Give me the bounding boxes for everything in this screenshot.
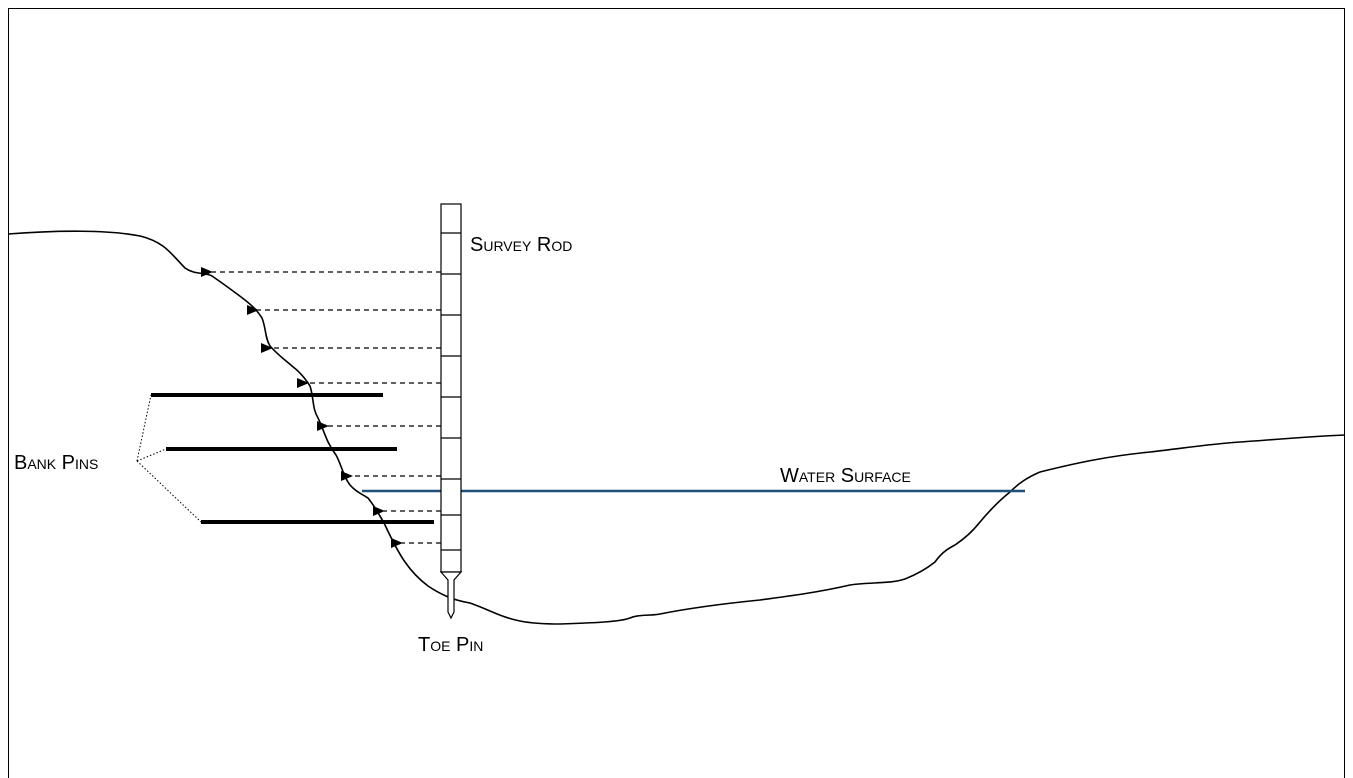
bank-pins-label: Bank Pins	[14, 452, 98, 474]
bank-pins-leaders	[136, 394, 202, 523]
toe-pin-label: Toe Pin	[418, 634, 483, 656]
survey-rod	[440, 203, 462, 573]
toe-pin	[439, 571, 463, 620]
survey-rod-label: Survey Rod	[470, 234, 572, 256]
diagram-frame	[8, 8, 1345, 778]
water-surface-label: Water Surface	[780, 465, 911, 487]
bank-pins	[151, 393, 434, 524]
measurement-arrows	[201, 267, 441, 548]
ground-profile-line	[7, 230, 1346, 625]
